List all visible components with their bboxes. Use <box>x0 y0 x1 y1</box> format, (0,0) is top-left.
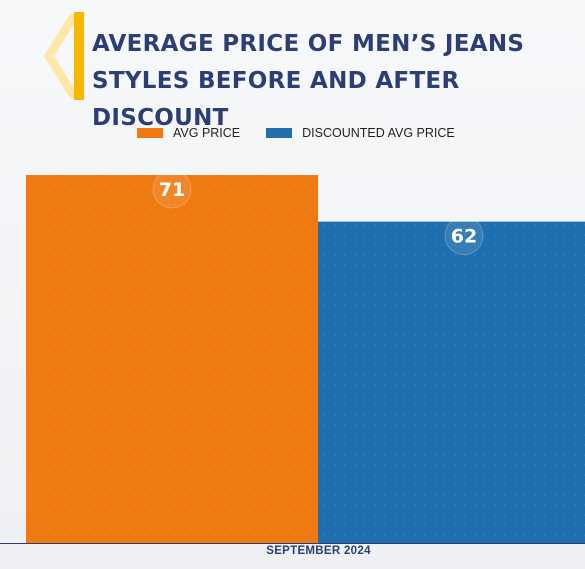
legend-swatch-discounted-avg-price <box>266 128 293 138</box>
legend-item-avg-price: AVG PRICE <box>137 126 240 140</box>
data-label-badge-avg-price <box>152 169 192 209</box>
bar-texture-avg-price <box>26 175 318 543</box>
chart-legend: AVG PRICE DISCOUNTED AVG PRICE <box>137 126 481 140</box>
bar-texture-discounted-avg-price <box>318 221 585 543</box>
data-label-badge-discounted-avg-price <box>444 216 484 256</box>
legend-label-avg-price: AVG PRICE <box>173 126 241 140</box>
legend-label-discounted-avg-price: DISCOUNTED AVG PRICE <box>302 126 455 140</box>
brand-logo-chevron-icon <box>44 12 84 100</box>
data-label-avg-price: 71 <box>159 179 185 201</box>
chart-title: AVERAGE PRICE OF MEN’S JEANS STYLES BEFO… <box>92 31 525 131</box>
legend-item-discounted-avg-price: DISCOUNTED AVG PRICE <box>266 126 455 140</box>
data-label-discounted-avg-price: 62 <box>451 226 477 248</box>
x-axis-category-label: SEPTEMBER 2024 <box>266 545 371 557</box>
legend-swatch-avg-price <box>137 128 163 138</box>
